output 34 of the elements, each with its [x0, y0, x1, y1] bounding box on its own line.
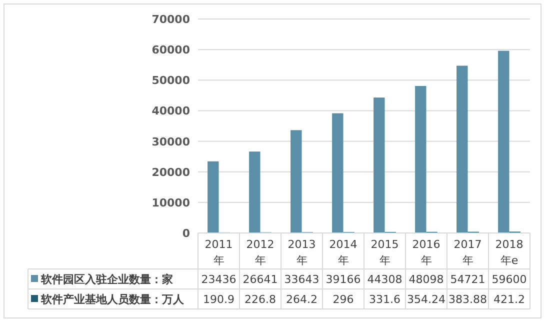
y-tick-label: 50000 [152, 74, 190, 88]
data-label: 44308 [367, 273, 402, 286]
data-label: 383.88 [448, 293, 487, 306]
x-tick-label: 2012 年 [246, 238, 274, 267]
data-label: 54721 [450, 273, 486, 286]
data-label: 296 [332, 293, 354, 306]
y-tick-label: 30000 [152, 135, 190, 148]
x-tick-label: 2014 年 [329, 238, 358, 267]
data-label: 264.2 [286, 293, 318, 306]
x-tick-label: 2016 年 [412, 238, 440, 267]
y-tick-label: 10000 [152, 196, 190, 210]
data-label: 354.24 [407, 293, 446, 306]
data-label: 48098 [408, 273, 444, 286]
data-label: 59600 [492, 273, 527, 286]
y-tick-label: 60000 [152, 44, 190, 57]
data-label: 331.6 [369, 293, 400, 306]
data-label: 39166 [326, 273, 361, 286]
data-label: 33643 [284, 273, 320, 286]
legend-label: 软件产业基地人员数量：万人 [40, 293, 185, 306]
data-label: 190.9 [203, 293, 234, 306]
data-label: 23436 [201, 273, 236, 286]
x-tick-label: 2011 年 [204, 238, 233, 267]
data-label: 421.2 [494, 293, 525, 306]
x-tick-label: 2017 年 [454, 238, 482, 267]
y-tick-label: 40000 [152, 104, 190, 118]
x-tick-label: 2015 年 [370, 238, 399, 267]
y-tick-label: 0 [182, 227, 190, 240]
x-tick-label: 2013 年 [288, 238, 316, 267]
data-label: 226.8 [244, 293, 276, 306]
legend-label: 软件园区入驻企业数量：家 [40, 273, 173, 286]
data-label: 26641 [242, 273, 278, 286]
y-tick-label: 70000 [152, 13, 190, 26]
y-tick-label: 20000 [152, 166, 190, 179]
x-tick-label: 2018 年e [495, 238, 524, 267]
